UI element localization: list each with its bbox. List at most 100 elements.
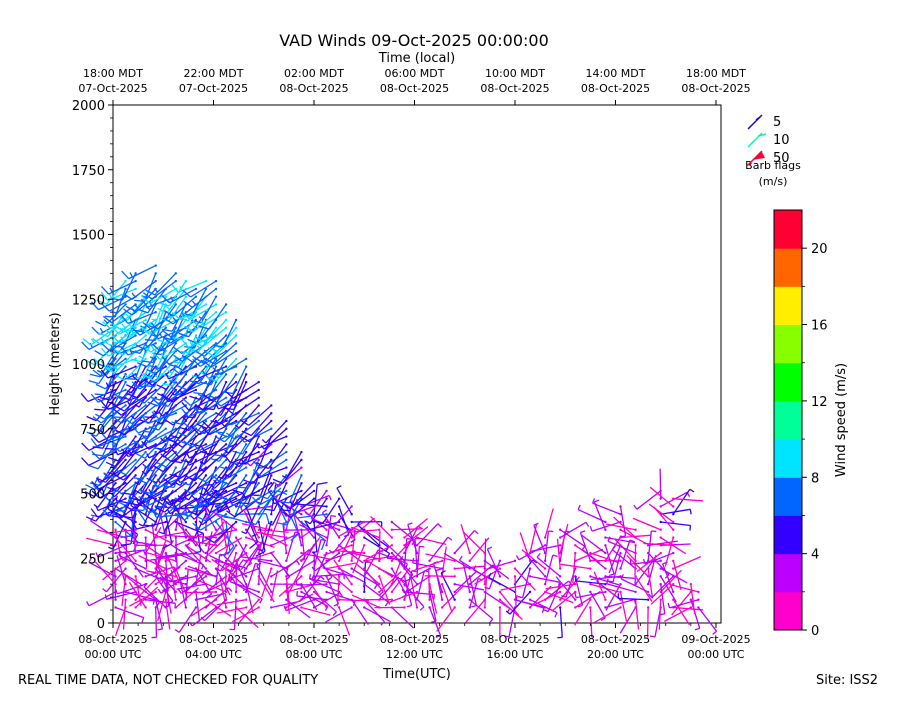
top-tick-label-date: 07-Oct-2025: [179, 82, 248, 95]
wind-barb-base: [258, 513, 260, 515]
wind-barb-base: [215, 365, 217, 367]
wind-barb-base: [258, 404, 260, 406]
colorbar-tick-label: 20: [811, 242, 828, 257]
barb-flag-half: [241, 505, 242, 510]
wind-barb-base: [660, 583, 662, 585]
y-tick-label: 500: [80, 488, 105, 503]
x-tick-label-time: 12:00 UTC: [386, 648, 443, 661]
barb-flag-half: [555, 613, 557, 618]
barb-flag-5: [81, 393, 88, 401]
barb-flag-5: [105, 448, 115, 449]
wind-barb-base: [416, 598, 418, 600]
barb-flag-half: [651, 531, 656, 532]
wind-barb-base: [270, 598, 272, 600]
wind-barb-base: [195, 466, 197, 468]
wind-barb-base: [165, 365, 167, 367]
wind-barb-base: [469, 591, 471, 593]
wind-barb-base: [484, 560, 486, 562]
wind-barb: [661, 522, 691, 525]
wind-barb-base: [441, 560, 443, 562]
barb-flag-half: [489, 619, 492, 623]
wind-barb-base: [589, 552, 591, 554]
wind-barb-base: [195, 295, 197, 297]
wind-barb-base: [205, 365, 207, 367]
wind-barb-base: [672, 505, 674, 507]
barb-flag-half: [420, 607, 424, 610]
wind-barb-base: [559, 529, 561, 531]
barb-flag-half: [590, 526, 592, 531]
barb-flag-half: [518, 596, 523, 597]
barb-flag-5: [121, 544, 131, 545]
barb-flag-5: [193, 393, 203, 394]
wind-barb-base: [350, 544, 352, 546]
wind-barb-base: [697, 606, 699, 608]
wind-barb-base: [403, 575, 405, 577]
wind-barb-base: [469, 552, 471, 554]
wind-barb-base: [144, 459, 146, 461]
barb-flag-half: [207, 508, 209, 512]
wind-barb-base: [604, 591, 606, 593]
wind-barb-base: [134, 536, 136, 538]
wind-barb-base: [165, 327, 167, 329]
x-tick-label-date: 08-Oct-2025: [480, 633, 549, 646]
wind-barb-base: [300, 482, 302, 484]
wind-barb-base: [544, 536, 546, 538]
wind-barb-base: [285, 536, 287, 538]
wind-barb-base: [338, 606, 340, 608]
barb-flag-5: [266, 514, 269, 524]
wind-barb-base: [225, 373, 227, 375]
x-tick-label-date: 08-Oct-2025: [581, 633, 650, 646]
barb-flag-5: [114, 417, 124, 418]
barb-flag-5: [321, 540, 325, 550]
wind-barb-base: [215, 327, 217, 329]
x-tick-label-date: 09-Oct-2025: [681, 633, 750, 646]
barb-flag-half: [108, 547, 113, 549]
colorbar-segment: [774, 515, 802, 554]
wind-barb-base: [114, 598, 116, 600]
wind-barb-base: [144, 529, 146, 531]
wind-barb-base: [215, 295, 217, 297]
wind-barb-base: [245, 412, 247, 414]
wind-barb-base: [325, 505, 327, 507]
wind-barb-base: [155, 280, 157, 282]
wind-barb-base: [270, 575, 272, 577]
colorbar-segment: [774, 554, 802, 593]
wind-barb-base: [313, 591, 315, 593]
wind-barb-base: [195, 482, 197, 484]
wind-barb-base: [690, 598, 692, 600]
barb-flag-5: [177, 386, 187, 390]
wind-barb-base: [144, 591, 146, 593]
wind-barb-base: [469, 583, 471, 585]
wind-barb-base: [144, 334, 146, 336]
wind-barb-base: [285, 435, 287, 437]
wind-barb-base: [391, 536, 393, 538]
wind-barb-base: [378, 583, 380, 585]
wind-barb-base: [235, 334, 237, 336]
wind-barb-base: [690, 606, 692, 608]
wind-barb-base: [258, 606, 260, 608]
wind-barb-base: [235, 482, 237, 484]
x-tick-label-date: 08-Oct-2025: [179, 633, 248, 646]
wind-barb-base: [300, 513, 302, 515]
wind-barb-base: [134, 567, 136, 569]
wind-barb-base: [416, 591, 418, 593]
wind-barb-base: [235, 342, 237, 344]
wind-barb-base: [205, 303, 207, 305]
wind-barb: [673, 557, 701, 569]
wind-barb-base: [225, 396, 227, 398]
wind-barb-base: [270, 428, 272, 430]
wind-barb: [500, 600, 523, 620]
wind-barb-base: [225, 591, 227, 593]
wind-barb-base: [258, 598, 260, 600]
wind-barb-base: [529, 575, 531, 577]
wind-barb: [515, 576, 516, 606]
colorbar-segment: [774, 325, 802, 364]
wind-barb-base: [403, 606, 405, 608]
wind-barb: [176, 538, 177, 568]
wind-barb-base: [499, 567, 501, 569]
wind-barb-base: [453, 591, 455, 593]
wind-barb-base: [285, 567, 287, 569]
wind-barb-base: [634, 575, 636, 577]
wind-barb-base: [416, 606, 418, 608]
top-tick-label-date: 08-Oct-2025: [279, 82, 348, 95]
